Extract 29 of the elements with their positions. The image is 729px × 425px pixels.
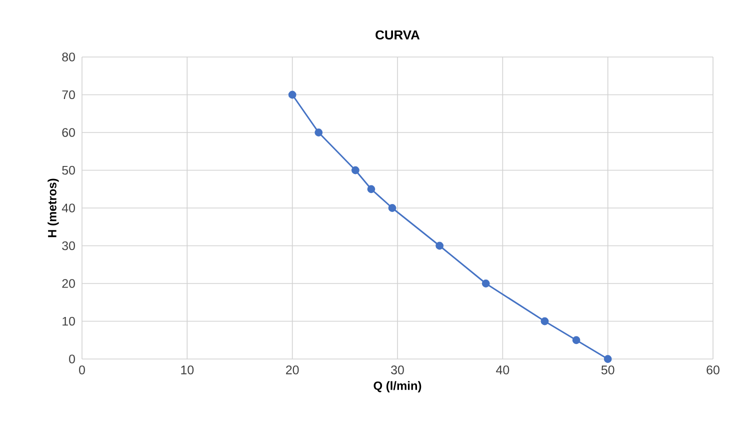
x-tick-label: 40 (496, 366, 510, 374)
y-tick-label: 10 (62, 316, 75, 326)
point (540, 317, 549, 326)
y-axis-title: H (metros) (48, 178, 59, 238)
point (367, 185, 376, 194)
x-tick-label: 10 (181, 366, 194, 374)
x-tick-label: 60 (706, 366, 720, 374)
y-tick-label: 70 (62, 90, 75, 100)
point (572, 336, 580, 344)
y-tick-label: 0 (69, 354, 75, 364)
y-tick-label: 30 (62, 241, 75, 250)
point (482, 280, 490, 288)
x-axis-title: Q (l/min) (374, 381, 422, 392)
y-tick-label: 50 (62, 166, 75, 175)
x-tick-label: 20 (286, 366, 299, 374)
point (388, 204, 396, 212)
point (436, 242, 444, 250)
point (351, 166, 360, 174)
point (314, 128, 323, 136)
x-tick-label: 30 (391, 366, 404, 374)
y-tick-label: 20 (62, 279, 75, 288)
y-tick-label: 80 (62, 52, 75, 62)
y-tick-label: 60 (62, 128, 75, 137)
point (288, 90, 296, 99)
x-tick-label: 0 (79, 366, 85, 374)
point (604, 355, 612, 363)
chart-title: CURVA (376, 30, 420, 40)
y-tick-label: 40 (62, 204, 75, 212)
x-tick-label: 50 (601, 366, 614, 374)
